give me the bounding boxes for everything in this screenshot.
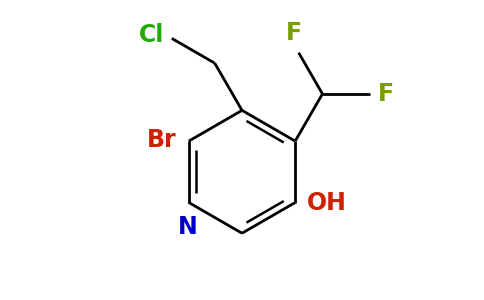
Text: N: N (178, 215, 197, 239)
Text: OH: OH (307, 190, 347, 214)
Text: Br: Br (147, 128, 177, 152)
Text: F: F (286, 21, 302, 45)
Text: Cl: Cl (138, 23, 164, 47)
Text: F: F (378, 82, 394, 106)
